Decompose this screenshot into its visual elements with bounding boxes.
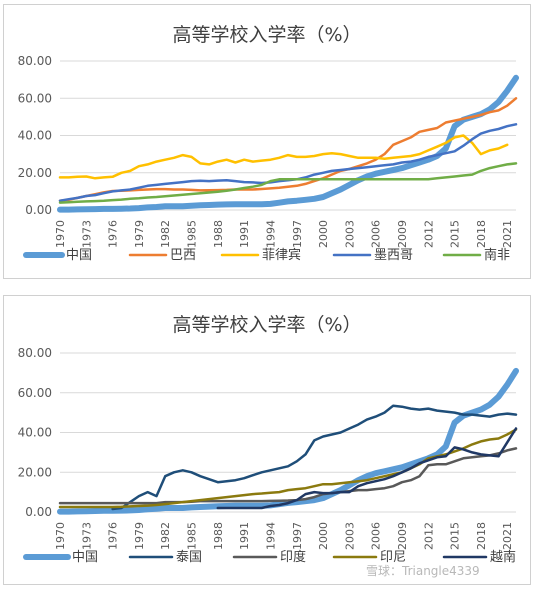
x-tick-label: 1988	[212, 522, 225, 550]
x-tick-label: 2018	[475, 220, 488, 248]
y-tick-label: 0.00	[25, 203, 52, 217]
x-tick-label: 2021	[501, 522, 514, 550]
x-tick-label: 1994	[264, 220, 277, 248]
x-tick-label: 1973	[80, 220, 93, 248]
x-tick-label: 1991	[238, 522, 251, 550]
x-tick-label: 1994	[264, 522, 277, 550]
y-tick-label: 40.00	[18, 426, 52, 440]
x-tick-label: 1976	[107, 220, 120, 248]
legend-label: 中国	[66, 248, 92, 263]
series-line-越南	[216, 427, 518, 510]
chart-panel-1: 高等学校入学率（%） 0.00 20.00 40.00 60.00 80.00 1970 19…	[3, 4, 531, 279]
y-tick-label: 40.00	[18, 129, 52, 143]
legend-label: 印度	[280, 549, 306, 565]
x-tick-label: 1979	[133, 522, 146, 550]
legend-label: 菲律宾	[262, 247, 301, 263]
chart-panel-2: 高等学校入学率（%） 0.00 20.00 40.00 60.00 80.00 1970 19…	[3, 295, 531, 585]
x-tick-label: 1982	[159, 220, 172, 248]
x-tick-label: 1970	[54, 522, 67, 550]
legend-label: 墨西哥	[374, 248, 413, 263]
series-line-印度	[58, 447, 518, 505]
legend-label: 南非	[484, 247, 510, 263]
series-line-印尼	[58, 428, 518, 509]
x-tick-label: 1970	[54, 220, 67, 248]
x-tick-label: 1985	[186, 220, 199, 248]
x-tick-label: 1988	[212, 220, 225, 248]
x-tick-label: 1997	[291, 522, 304, 550]
x-tick-label: 2015	[449, 522, 462, 550]
x-tick-label: 2009	[396, 220, 409, 248]
y-tick-label: 80.00	[18, 54, 52, 68]
chart-2: 高等学校入学率（%） 0.00 20.00 40.00 60.00 80.00 1970 19…	[18, 314, 519, 565]
x-tick-label: 2006	[370, 522, 383, 550]
series-line-南非	[58, 162, 518, 204]
chart-1: 高等学校入学率（%） 0.00 20.00 40.00 60.00 80.00 1970 19…	[18, 24, 519, 263]
series-line-泰国	[111, 404, 518, 511]
y-tick-label: 60.00	[18, 386, 52, 400]
x-tick-label: 1985	[186, 522, 199, 550]
legend-label: 泰国	[176, 550, 202, 565]
y-tick-label: 0.00	[25, 505, 52, 519]
x-tick-label: 2012	[422, 522, 435, 550]
x-tick-label: 2000	[317, 522, 330, 550]
x-tick-label: 1976	[107, 522, 120, 550]
x-tick-label: 2015	[449, 220, 462, 248]
x-tick-label: 2003	[343, 522, 356, 550]
x-tick-label: 2021	[501, 220, 514, 248]
x-tick-label: 1991	[238, 220, 251, 248]
x-tick-label: 2009	[396, 522, 409, 550]
x-tick-label: 1979	[133, 220, 146, 248]
x-tick-label: 1973	[80, 522, 93, 550]
series-line-巴西	[58, 97, 518, 202]
x-tick-label: 2012	[422, 220, 435, 248]
legend-label: 越南	[490, 549, 516, 565]
y-tick-label: 60.00	[18, 91, 52, 105]
watermark-text: 雪球：Triangle4339	[366, 564, 480, 578]
legend-label: 巴西	[170, 248, 196, 263]
chart-title: 高等学校入学率（%）	[172, 24, 361, 46]
x-tick-label: 2000	[317, 220, 330, 248]
x-tick-label: 1997	[291, 220, 304, 248]
x-tick-label: 2006	[370, 220, 383, 248]
legend-label: 中国	[72, 550, 98, 565]
x-tick-label: 2003	[343, 220, 356, 248]
legend-label: 印尼	[380, 550, 406, 565]
x-tick-label: 1982	[159, 522, 172, 550]
y-tick-label: 80.00	[18, 346, 52, 360]
y-tick-label: 20.00	[18, 465, 52, 479]
y-tick-label: 20.00	[18, 166, 52, 180]
x-tick-label: 2018	[475, 522, 488, 550]
watermark: 雪球：Triangle4339	[366, 562, 480, 579]
series-line-菲律宾	[58, 134, 509, 180]
chart-title: 高等学校入学率（%）	[172, 314, 361, 336]
